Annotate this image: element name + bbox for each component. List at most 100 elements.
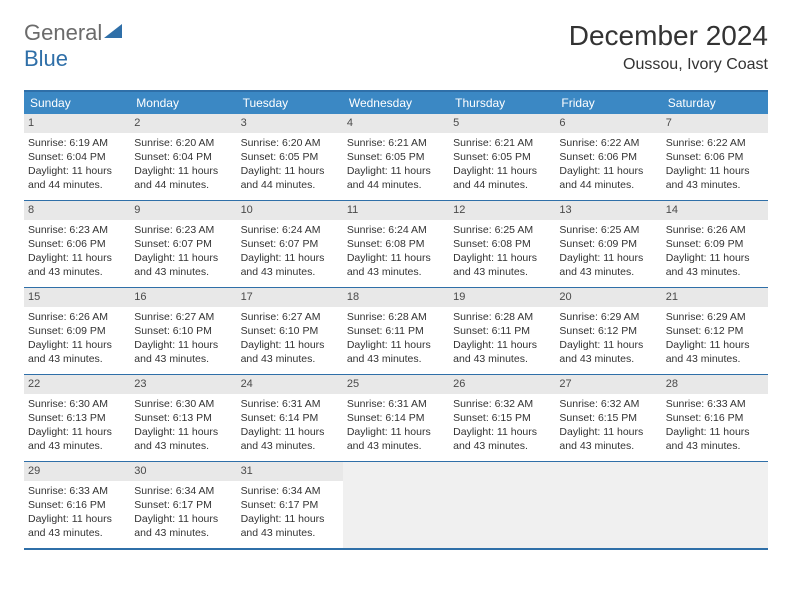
sunrise-text: Sunrise: 6:25 AM [559, 223, 657, 237]
day-info: Sunrise: 6:21 AMSunset: 6:05 PMDaylight:… [347, 136, 445, 193]
sail-icon [102, 22, 124, 40]
day-number: 6 [555, 114, 661, 133]
sunset-text: Sunset: 6:09 PM [559, 237, 657, 251]
daylight-text: Daylight: 11 hours and 43 minutes. [666, 338, 764, 366]
sunrise-text: Sunrise: 6:23 AM [28, 223, 126, 237]
day-number: 16 [130, 288, 236, 307]
day-cell: 25Sunrise: 6:31 AMSunset: 6:14 PMDayligh… [343, 375, 449, 461]
day-cell: 5Sunrise: 6:21 AMSunset: 6:05 PMDaylight… [449, 114, 555, 200]
sunset-text: Sunset: 6:10 PM [241, 324, 339, 338]
sunrise-text: Sunrise: 6:20 AM [134, 136, 232, 150]
sunset-text: Sunset: 6:12 PM [559, 324, 657, 338]
day-cell: 2 Sunrise: 6:20 AMSunset: 6:04 PMDaylight… [130, 114, 236, 200]
day-cell: 12Sunrise: 6:25 AMSunset: 6:08 PMDayligh… [449, 201, 555, 287]
sunset-text: Sunset: 6:05 PM [241, 150, 339, 164]
day-cell: 28Sunrise: 6:33 AMSunset: 6:16 PMDayligh… [662, 375, 768, 461]
daylight-text: Daylight: 11 hours and 43 minutes. [347, 425, 445, 453]
daylight-text: Daylight: 11 hours and 43 minutes. [453, 251, 551, 279]
sunrise-text: Sunrise: 6:31 AM [347, 397, 445, 411]
sunrise-text: Sunrise: 6:22 AM [666, 136, 764, 150]
day-cell: 15Sunrise: 6:26 AMSunset: 6:09 PMDayligh… [24, 288, 130, 374]
sunset-text: Sunset: 6:14 PM [241, 411, 339, 425]
sunrise-text: Sunrise: 6:29 AM [666, 310, 764, 324]
daylight-text: Daylight: 11 hours and 43 minutes. [241, 251, 339, 279]
daylight-text: Daylight: 11 hours and 43 minutes. [134, 512, 232, 540]
sunrise-text: Sunrise: 6:30 AM [28, 397, 126, 411]
sunset-text: Sunset: 6:04 PM [28, 150, 126, 164]
week-row: 22Sunrise: 6:30 AMSunset: 6:13 PMDayligh… [24, 375, 768, 462]
daylight-text: Daylight: 11 hours and 43 minutes. [134, 251, 232, 279]
empty-cell [449, 462, 555, 548]
daylight-text: Daylight: 11 hours and 44 minutes. [28, 164, 126, 192]
day-info: Sunrise: 6:27 AMSunset: 6:10 PMDaylight:… [241, 310, 339, 367]
day-info: Sunrise: 6:20 AMSunset: 6:04 PMDaylight:… [134, 136, 232, 193]
page-header: General Blue December 2024 Oussou, Ivory… [24, 20, 768, 74]
day-number: 5 [449, 114, 555, 133]
daylight-text: Daylight: 11 hours and 43 minutes. [241, 425, 339, 453]
sunrise-text: Sunrise: 6:19 AM [28, 136, 126, 150]
sunset-text: Sunset: 6:07 PM [134, 237, 232, 251]
day-cell: 20Sunrise: 6:29 AMSunset: 6:12 PMDayligh… [555, 288, 661, 374]
day-number: 2 [130, 114, 236, 133]
day-info: Sunrise: 6:26 AMSunset: 6:09 PMDaylight:… [28, 310, 126, 367]
day-info: Sunrise: 6:28 AMSunset: 6:11 PMDaylight:… [453, 310, 551, 367]
day-cell: 30Sunrise: 6:34 AMSunset: 6:17 PMDayligh… [130, 462, 236, 548]
sunrise-text: Sunrise: 6:27 AM [241, 310, 339, 324]
day-number: 26 [449, 375, 555, 394]
sunset-text: Sunset: 6:15 PM [559, 411, 657, 425]
sunset-text: Sunset: 6:11 PM [453, 324, 551, 338]
sunset-text: Sunset: 6:09 PM [28, 324, 126, 338]
day-number: 1 [24, 114, 130, 133]
sunrise-text: Sunrise: 6:33 AM [666, 397, 764, 411]
day-info: Sunrise: 6:22 AMSunset: 6:06 PMDaylight:… [559, 136, 657, 193]
day-info: Sunrise: 6:30 AMSunset: 6:13 PMDaylight:… [134, 397, 232, 454]
day-number: 30 [130, 462, 236, 481]
daylight-text: Daylight: 11 hours and 43 minutes. [453, 425, 551, 453]
sunset-text: Sunset: 6:17 PM [241, 498, 339, 512]
daylight-text: Daylight: 11 hours and 43 minutes. [347, 251, 445, 279]
daylight-text: Daylight: 11 hours and 43 minutes. [559, 251, 657, 279]
day-number: 13 [555, 201, 661, 220]
day-info: Sunrise: 6:27 AMSunset: 6:10 PMDaylight:… [134, 310, 232, 367]
day-info: Sunrise: 6:29 AMSunset: 6:12 PMDaylight:… [559, 310, 657, 367]
day-info: Sunrise: 6:23 AMSunset: 6:07 PMDaylight:… [134, 223, 232, 280]
week-row: 15Sunrise: 6:26 AMSunset: 6:09 PMDayligh… [24, 288, 768, 375]
day-number: 27 [555, 375, 661, 394]
sunset-text: Sunset: 6:16 PM [666, 411, 764, 425]
day-cell: 11Sunrise: 6:24 AMSunset: 6:08 PMDayligh… [343, 201, 449, 287]
day-info: Sunrise: 6:29 AMSunset: 6:12 PMDaylight:… [666, 310, 764, 367]
sunrise-text: Sunrise: 6:22 AM [559, 136, 657, 150]
week-row: 1Sunrise: 6:19 AMSunset: 6:04 PMDaylight… [24, 114, 768, 201]
day-cell: 13 Sunrise: 6:25 AMSunset: 6:09 PMDayligh… [555, 201, 661, 287]
sunset-text: Sunset: 6:08 PM [347, 237, 445, 251]
day-number: 17 [237, 288, 343, 307]
sunset-text: Sunset: 6:05 PM [347, 150, 445, 164]
day-number: 22 [24, 375, 130, 394]
day-info: Sunrise: 6:33 AMSunset: 6:16 PMDaylight:… [666, 397, 764, 454]
daylight-text: Daylight: 11 hours and 43 minutes. [28, 338, 126, 366]
daylight-text: Daylight: 11 hours and 43 minutes. [28, 425, 126, 453]
day-info: Sunrise: 6:22 AMSunset: 6:06 PMDaylight:… [666, 136, 764, 193]
day-cell: 4Sunrise: 6:21 AMSunset: 6:05 PMDaylight… [343, 114, 449, 200]
day-header: Wednesday [343, 92, 449, 114]
week-row: 8Sunrise: 6:23 AMSunset: 6:06 PMDaylight… [24, 201, 768, 288]
day-info: Sunrise: 6:24 AMSunset: 6:08 PMDaylight:… [347, 223, 445, 280]
day-info: Sunrise: 6:24 AMSunset: 6:07 PMDaylight:… [241, 223, 339, 280]
daylight-text: Daylight: 11 hours and 43 minutes. [134, 338, 232, 366]
brand-logo: General Blue [24, 20, 124, 72]
day-number: 19 [449, 288, 555, 307]
daylight-text: Daylight: 11 hours and 43 minutes. [241, 338, 339, 366]
sunset-text: Sunset: 6:06 PM [559, 150, 657, 164]
day-info: Sunrise: 6:34 AMSunset: 6:17 PMDaylight:… [241, 484, 339, 541]
day-number: 18 [343, 288, 449, 307]
day-number: 8 [24, 201, 130, 220]
day-info: Sunrise: 6:32 AMSunset: 6:15 PMDaylight:… [453, 397, 551, 454]
sunset-text: Sunset: 6:16 PM [28, 498, 126, 512]
sunrise-text: Sunrise: 6:26 AM [666, 223, 764, 237]
day-number: 12 [449, 201, 555, 220]
day-cell: 31 Sunrise: 6:34 AMSunset: 6:17 PMDayligh… [237, 462, 343, 548]
sunset-text: Sunset: 6:04 PM [134, 150, 232, 164]
day-cell: 23Sunrise: 6:30 AMSunset: 6:13 PMDayligh… [130, 375, 236, 461]
day-info: Sunrise: 6:32 AMSunset: 6:15 PMDaylight:… [559, 397, 657, 454]
day-number: 31 [237, 462, 343, 481]
